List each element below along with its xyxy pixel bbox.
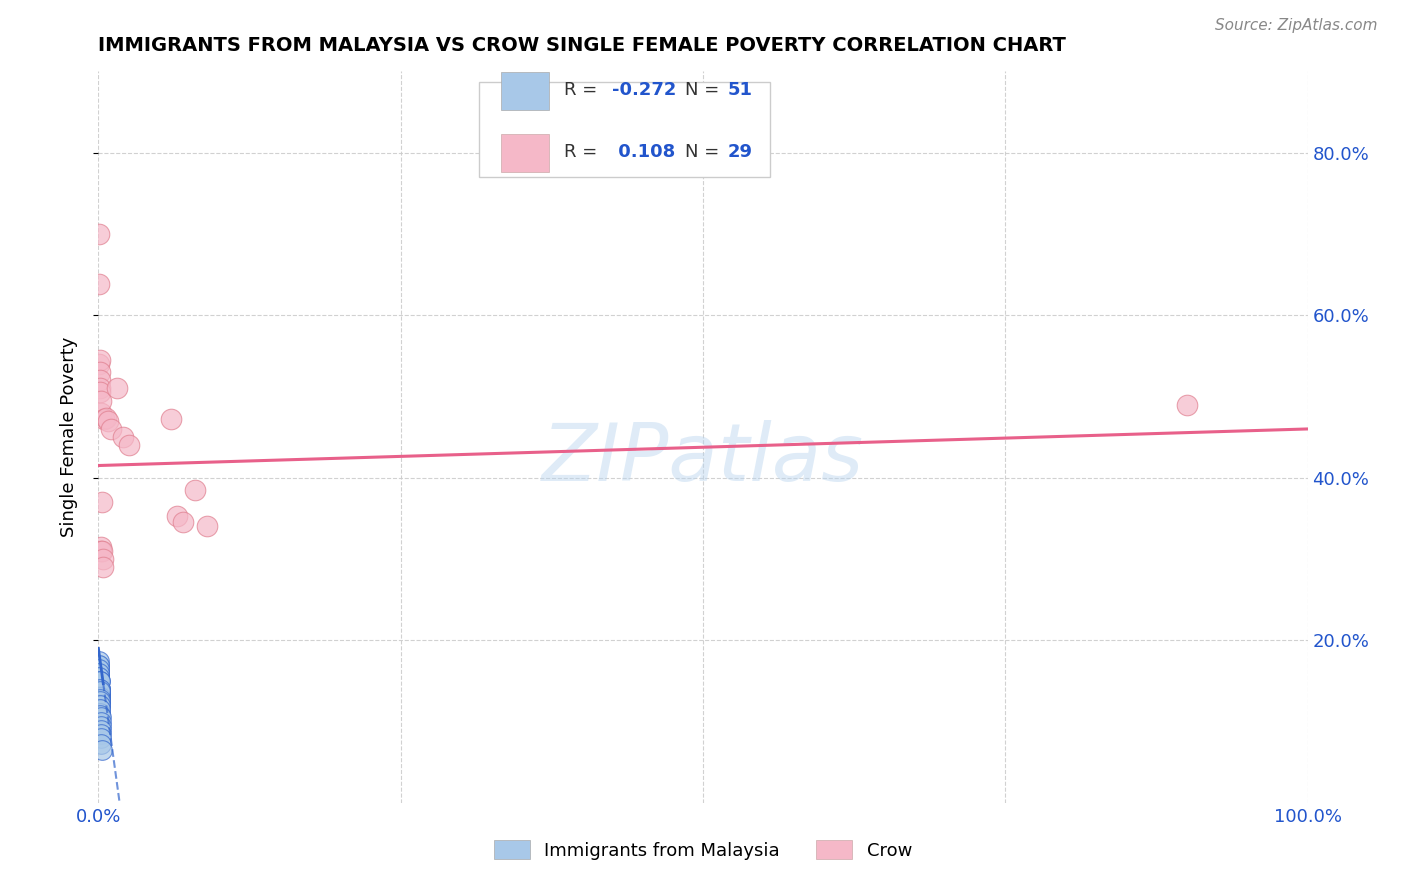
FancyBboxPatch shape xyxy=(501,135,550,172)
Point xyxy=(89,698,111,713)
Point xyxy=(89,690,111,705)
Point xyxy=(160,412,183,426)
Point xyxy=(89,670,111,684)
Point xyxy=(90,710,112,724)
Point xyxy=(90,544,112,558)
Point xyxy=(89,694,111,708)
Point xyxy=(97,414,120,428)
Point xyxy=(89,673,111,688)
Point xyxy=(89,681,111,696)
Text: 29: 29 xyxy=(727,143,752,161)
Point xyxy=(87,227,110,241)
Point xyxy=(90,731,112,745)
Point xyxy=(100,422,122,436)
Text: IMMIGRANTS FROM MALAYSIA VS CROW SINGLE FEMALE POVERTY CORRELATION CHART: IMMIGRANTS FROM MALAYSIA VS CROW SINGLE … xyxy=(98,36,1066,54)
Text: 51: 51 xyxy=(727,80,752,99)
Point xyxy=(89,698,111,713)
Point xyxy=(89,686,111,700)
Point xyxy=(89,673,111,688)
Point xyxy=(118,438,141,452)
Point xyxy=(90,495,112,509)
Point xyxy=(87,654,110,668)
Point xyxy=(87,665,110,680)
Point xyxy=(89,381,111,395)
Point xyxy=(87,670,110,684)
Point xyxy=(89,690,111,705)
Point xyxy=(90,540,112,554)
Point xyxy=(94,410,117,425)
Point xyxy=(89,352,111,367)
Point xyxy=(89,662,111,676)
Point xyxy=(91,544,114,558)
Point xyxy=(89,670,111,684)
Point xyxy=(89,665,111,680)
Point xyxy=(89,683,111,698)
Point xyxy=(91,552,114,566)
Point xyxy=(105,381,128,395)
Point xyxy=(90,727,112,741)
Point xyxy=(87,657,110,672)
Point xyxy=(89,681,111,696)
Point xyxy=(89,673,111,688)
Point xyxy=(89,373,111,387)
Point xyxy=(89,702,111,716)
Legend: Immigrants from Malaysia, Crow: Immigrants from Malaysia, Crow xyxy=(486,833,920,867)
Point xyxy=(90,406,112,420)
Point xyxy=(172,516,194,530)
Point xyxy=(89,681,111,696)
Point xyxy=(89,697,111,711)
Point xyxy=(87,670,110,684)
Point xyxy=(90,718,112,732)
Text: 0.108: 0.108 xyxy=(613,143,675,161)
Point xyxy=(87,657,110,672)
Text: Source: ZipAtlas.com: Source: ZipAtlas.com xyxy=(1215,18,1378,33)
FancyBboxPatch shape xyxy=(479,82,769,178)
Text: ZIPatlas: ZIPatlas xyxy=(541,420,865,498)
Point xyxy=(91,560,114,574)
Point xyxy=(87,673,110,688)
Point xyxy=(90,737,112,751)
Point xyxy=(90,393,112,408)
Point xyxy=(89,686,111,700)
Point xyxy=(195,519,218,533)
Point xyxy=(89,702,111,716)
Point xyxy=(87,277,110,292)
Text: N =: N = xyxy=(685,80,725,99)
Point xyxy=(111,430,134,444)
Point xyxy=(90,714,112,729)
Point xyxy=(89,681,111,696)
Point xyxy=(184,483,207,497)
Point xyxy=(90,743,112,757)
Point xyxy=(89,673,111,688)
Point xyxy=(90,723,112,737)
Point xyxy=(89,678,111,692)
Point xyxy=(1175,398,1198,412)
Point xyxy=(89,694,111,708)
Point xyxy=(89,670,111,684)
Point xyxy=(89,385,111,400)
Text: N =: N = xyxy=(685,143,725,161)
Point xyxy=(89,681,111,696)
Text: R =: R = xyxy=(564,143,603,161)
Point xyxy=(89,708,111,723)
Y-axis label: Single Female Poverty: Single Female Poverty xyxy=(59,337,77,537)
Text: -0.272: -0.272 xyxy=(613,80,676,99)
Text: R =: R = xyxy=(564,80,603,99)
Point xyxy=(89,706,111,721)
Point xyxy=(166,508,188,523)
FancyBboxPatch shape xyxy=(501,72,550,110)
Point xyxy=(93,412,115,426)
Point xyxy=(89,678,111,692)
Point xyxy=(89,365,111,379)
Point xyxy=(87,665,110,680)
Point xyxy=(87,670,110,684)
Point xyxy=(89,691,111,706)
Point xyxy=(89,357,111,371)
Point xyxy=(89,689,111,703)
Point xyxy=(87,662,110,676)
Point xyxy=(89,691,111,706)
